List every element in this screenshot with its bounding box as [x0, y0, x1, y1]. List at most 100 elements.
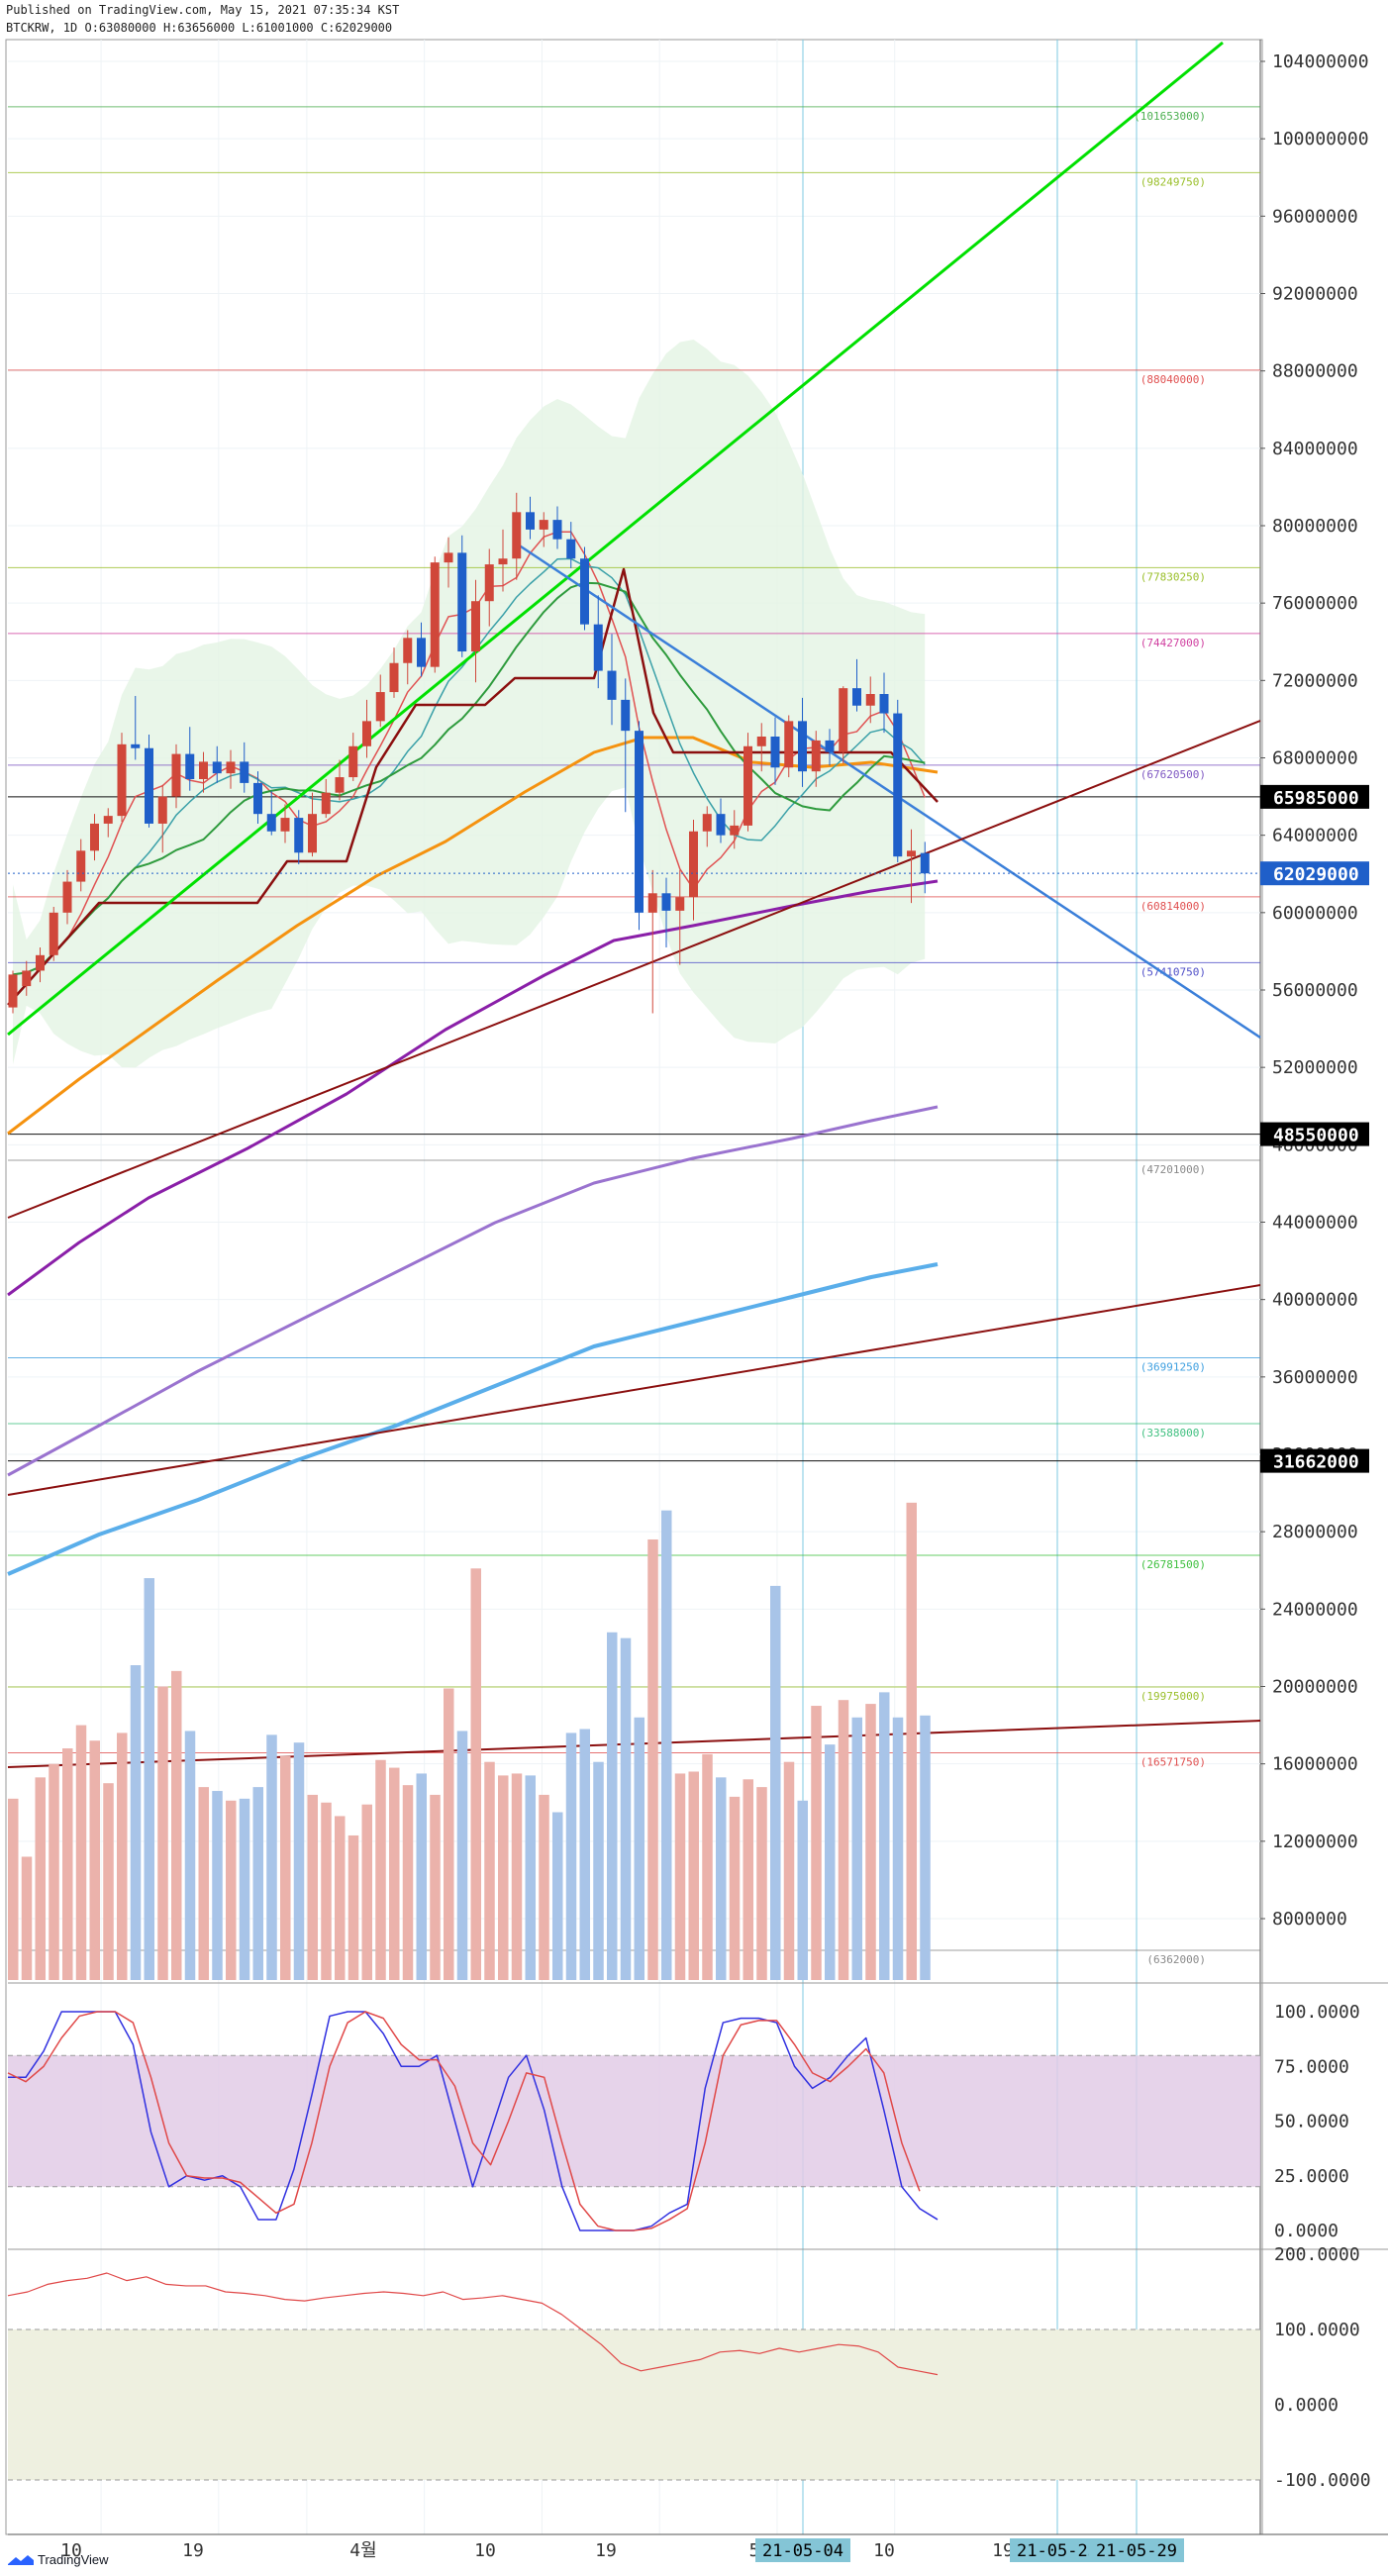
volume-bar: [674, 1773, 686, 1980]
candle-body: [730, 825, 740, 836]
volume-bar: [607, 1632, 618, 1980]
time-tick-label: 5: [749, 2540, 760, 2561]
candle-body: [839, 688, 848, 752]
candle-body: [117, 743, 127, 817]
candle-body: [661, 893, 671, 911]
candle-body: [784, 721, 794, 768]
price-tick-label: 76000000: [1272, 593, 1358, 614]
candle-body: [103, 816, 113, 824]
price-tick-label: 20000000: [1272, 1677, 1358, 1698]
candle-body: [689, 831, 698, 898]
volume-bar: [103, 1783, 114, 1980]
volume-bar: [688, 1771, 699, 1980]
red-trendline-2: [7, 1284, 1261, 1496]
volume-bar: [906, 1502, 917, 1980]
candle-body: [539, 520, 548, 530]
candle-body: [457, 552, 467, 652]
volume-bar: [729, 1796, 741, 1980]
price-tick-label: 8000000: [1272, 1909, 1347, 1930]
candle-body: [375, 692, 385, 722]
candle-body: [49, 912, 58, 955]
volume-bar: [8, 1798, 19, 1980]
volume-bar: [783, 1761, 795, 1980]
time-tick-label: 10: [873, 2540, 895, 2561]
price-tick-label: 56000000: [1272, 980, 1358, 1001]
candle-body: [865, 694, 875, 706]
ma-green-line: [12, 581, 926, 976]
fib-level-label: (74427000): [1140, 637, 1206, 649]
volume-bar: [49, 1763, 59, 1980]
price-badge-48550000: 48550000: [1273, 1126, 1359, 1146]
price-tick-label: 104000000: [1272, 51, 1369, 72]
volume-bar: [620, 1637, 632, 1980]
volume-bar: [838, 1700, 849, 1980]
ma-red-line: [12, 531, 926, 976]
stoch-tick-label: 75.0000: [1274, 2056, 1349, 2077]
fib-level-label: (6362000): [1146, 1953, 1206, 1966]
volume-bar: [280, 1755, 291, 1980]
candle-body: [907, 850, 916, 857]
volume-bar: [416, 1773, 427, 1980]
fib-level-label: (88040000): [1140, 373, 1206, 386]
volume-bar: [239, 1798, 250, 1980]
candle-body: [607, 670, 617, 700]
fib-level-label: (47201000): [1140, 1163, 1206, 1176]
candle-body: [417, 638, 426, 667]
price-tick-label: 60000000: [1272, 903, 1358, 924]
candle-body: [62, 881, 72, 913]
ma-sky-line: [7, 1262, 939, 1576]
price-tick-label: 16000000: [1272, 1754, 1358, 1775]
candle-body: [825, 740, 835, 752]
candle-body: [852, 688, 861, 706]
candle-body: [362, 721, 371, 746]
price-tick-label: 64000000: [1272, 826, 1358, 846]
volume-bar: [456, 1731, 468, 1980]
volume-bar: [117, 1733, 128, 1980]
price-tick-label: 40000000: [1272, 1290, 1358, 1311]
fib-level-label: (36991250): [1140, 1360, 1206, 1373]
volume-bars: [8, 1502, 931, 1980]
price-badge-31662000: 31662000: [1273, 1452, 1359, 1473]
price-tick-label: 96000000: [1272, 206, 1358, 227]
symbol-ohlc: BTCKRW, 1D O:63080000 H:63656000 L:61001…: [6, 21, 393, 35]
volume-bar: [920, 1715, 931, 1980]
ma-purple-line: [7, 879, 939, 1297]
candle-body: [552, 520, 562, 540]
candle-body: [756, 737, 766, 746]
volume-bar: [565, 1733, 577, 1980]
candle-body: [321, 792, 331, 815]
blue-trendline: [514, 541, 1261, 1040]
candle-body: [512, 512, 522, 559]
volume-bar: [130, 1665, 142, 1980]
candle-body: [647, 893, 657, 913]
volume-bar: [321, 1802, 332, 1980]
volume-bar: [157, 1686, 168, 1980]
volume-bar: [879, 1692, 890, 1980]
volume-bar: [198, 1787, 209, 1980]
price-tick-label: 52000000: [1272, 1057, 1358, 1078]
candle-body: [22, 970, 32, 987]
baseline-step-line: [7, 567, 939, 1006]
candle-body: [702, 814, 712, 832]
volume-bar: [756, 1787, 767, 1980]
volume-bar: [511, 1773, 523, 1980]
price-badge-65985000-bg: [1260, 784, 1369, 809]
publish-info: Published on TradingView.com, May 15, 20…: [6, 3, 400, 17]
time-tick-label: 19: [992, 2540, 1014, 2561]
red-trendline-1: [7, 720, 1261, 1219]
date-marker-badge: [1089, 2538, 1184, 2562]
fib-level-label: (26781500): [1140, 1558, 1206, 1571]
candle-body: [90, 823, 99, 851]
stoch-band: [8, 2055, 1260, 2187]
candle-body: [716, 814, 726, 836]
fib-level-label: (16571750): [1140, 1755, 1206, 1768]
volume-bar: [498, 1775, 509, 1980]
volume-bar: [266, 1734, 277, 1980]
time-tick-label: 10: [474, 2540, 496, 2561]
volume-bar: [825, 1744, 836, 1980]
price-tick-label: 24000000: [1272, 1599, 1358, 1620]
candle-body: [444, 552, 453, 563]
candle-body: [675, 897, 685, 911]
oscillator-tick-label: 0.0000: [1274, 2395, 1338, 2416]
